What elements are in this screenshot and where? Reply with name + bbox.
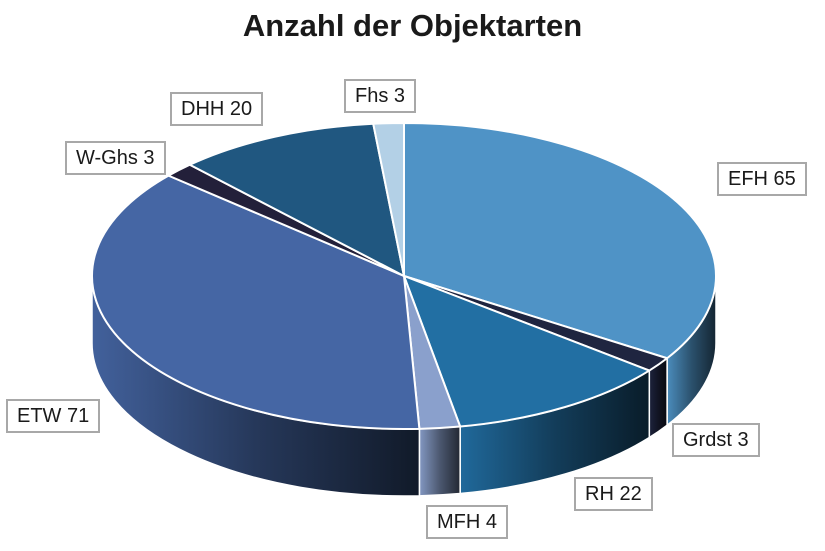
chart-title: Anzahl der Objektarten [242, 8, 583, 43]
slice-label-mfh-4: MFH 4 [426, 505, 508, 539]
pie-tops [91, 122, 717, 430]
slice-label-grdst-3: Grdst 3 [672, 423, 760, 457]
slice-label-fhs-3: Fhs 3 [344, 79, 417, 113]
pie-side-mfh-4 [418, 425, 461, 497]
pie-side-grdst-3 [648, 356, 668, 439]
slice-label-efh-65: EFH 65 [717, 162, 807, 196]
slice-label-etw-71: ETW 71 [6, 399, 101, 433]
pie-slice-etw-71 [91, 174, 421, 430]
pie-slice-rh-22 [403, 275, 651, 428]
pie-slice-fhs-3 [372, 122, 405, 277]
slice-label-rh-22: RH 22 [574, 477, 653, 511]
pie-slice-dhh-20 [188, 122, 405, 277]
slice-label-dhh-20: DHH 20 [170, 92, 264, 126]
slice-label-w-ghs-3: W-Ghs 3 [65, 141, 166, 175]
